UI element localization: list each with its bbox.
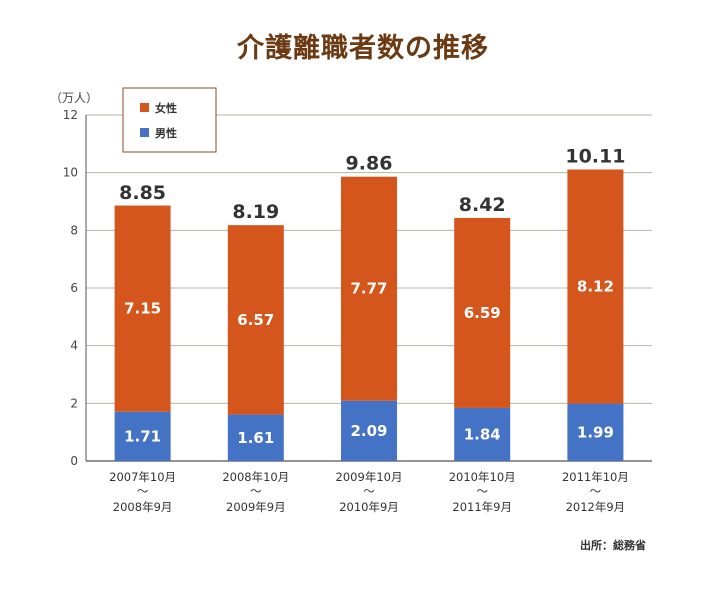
x-tick-label-start: 2008年10月 <box>222 470 289 484</box>
bar-total-label: 9.86 <box>346 153 393 175</box>
source-note: 出所：総務省 <box>580 539 646 552</box>
bar-segment-male <box>227 414 284 461</box>
bar-total-label: 8.19 <box>232 201 279 223</box>
y-tick-label: 4 <box>70 339 78 353</box>
x-tick-label-end: 2011年9月 <box>452 500 512 514</box>
bar-label-female: 6.57 <box>237 311 274 329</box>
bar-label-male: 1.71 <box>124 427 161 445</box>
y-tick-label: 2 <box>70 396 78 410</box>
y-tick-label: 10 <box>63 166 78 180</box>
bar-total-label: 8.85 <box>119 182 166 204</box>
legend-swatch-male <box>140 128 149 137</box>
x-tick-label-tilde: 〜 <box>363 484 375 498</box>
x-tick-label-tilde: 〜 <box>590 484 602 498</box>
x-tick-label-tilde: 〜 <box>250 484 262 498</box>
y-unit-label: （万人） <box>50 91 98 105</box>
x-tick-label-tilde: 〜 <box>137 484 149 498</box>
legend-box <box>122 87 217 153</box>
y-tick-label: 6 <box>70 281 78 295</box>
bar-segment-male <box>341 400 397 461</box>
legend-label-male: 男性 <box>155 126 177 140</box>
bar-segment-female <box>227 225 284 415</box>
bar-label-male: 1.61 <box>237 429 274 447</box>
bar-label-female: 7.77 <box>350 280 387 298</box>
x-tick-label-end: 2009年9月 <box>226 500 286 514</box>
x-tick-label-end: 2008年9月 <box>113 500 173 514</box>
chart-title: 介護離職者数の推移 <box>237 33 489 64</box>
x-tick-label-end: 2010年9月 <box>339 500 399 514</box>
x-tick-label-start: 2011年10月 <box>562 470 629 484</box>
x-tick-label-end: 2012年9月 <box>566 500 626 514</box>
legend-label-female: 女性 <box>155 101 177 115</box>
bar-segment-male <box>454 407 511 461</box>
bar-label-male: 2.09 <box>350 422 387 440</box>
legend-swatch-female <box>140 103 149 112</box>
bar-label-female: 6.59 <box>464 304 501 322</box>
x-tick-label-start: 2009年10月 <box>336 470 403 484</box>
bar-label-female: 7.15 <box>124 300 161 318</box>
y-tick-label: 8 <box>70 223 78 237</box>
bar-total-label: 10.11 <box>565 145 625 167</box>
bar-total-label: 8.42 <box>459 194 506 216</box>
bar-label-female: 8.12 <box>577 278 614 296</box>
x-tick-label-tilde: 〜 <box>476 484 488 498</box>
bar-segment-female <box>567 169 624 404</box>
bar-label-male: 1.99 <box>577 423 614 441</box>
bar-label-male: 1.84 <box>464 425 501 443</box>
y-tick-label: 0 <box>70 454 78 468</box>
bar-segment-female <box>341 176 397 401</box>
y-tick-label: 12 <box>63 108 78 122</box>
bar-segment-male <box>567 403 624 461</box>
bar-segment-female <box>454 217 511 408</box>
bar-segment-male <box>114 411 171 461</box>
bar-segment-female <box>114 205 171 412</box>
x-tick-label-start: 2007年10月 <box>109 470 176 484</box>
x-tick-label-start: 2010年10月 <box>449 470 516 484</box>
